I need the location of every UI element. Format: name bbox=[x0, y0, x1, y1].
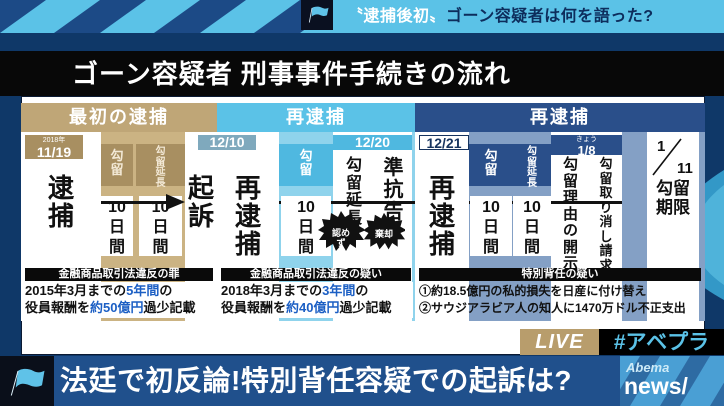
svg-text:11: 11 bbox=[677, 160, 693, 177]
svg-text:1: 1 bbox=[657, 138, 665, 155]
